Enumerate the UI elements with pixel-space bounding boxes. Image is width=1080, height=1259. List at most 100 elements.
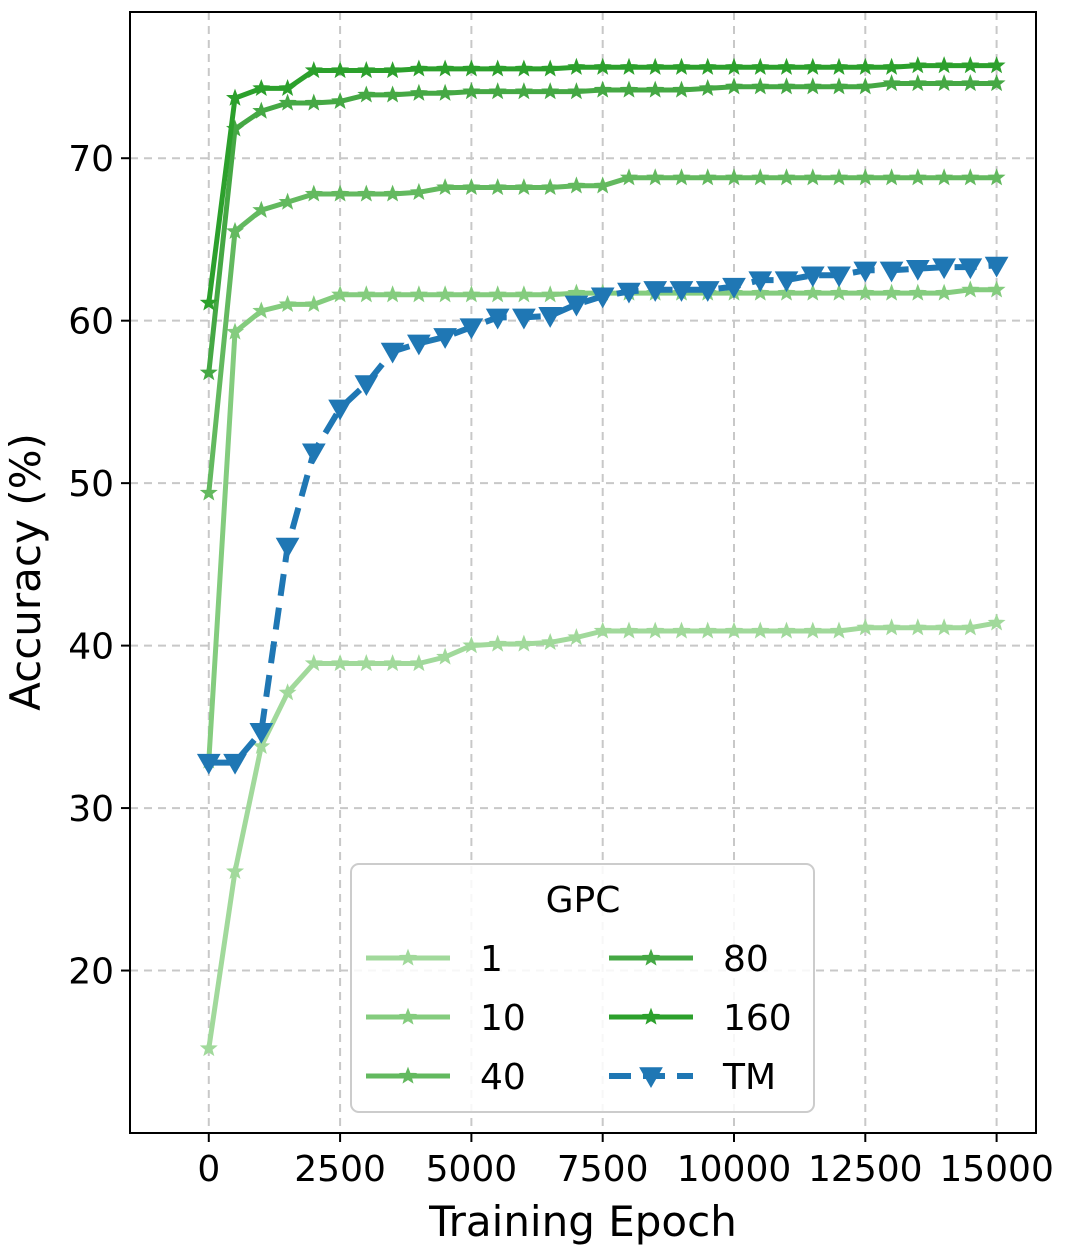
data-point-10 [436,285,455,303]
data-point-80 [383,85,402,103]
data-point-TM [879,261,904,283]
data-point-40 [725,168,743,186]
legend: GPC 1 10 40 80 160 TM [350,863,815,1113]
data-point-TM [905,259,930,281]
data-point-TM [958,258,983,280]
data-point-80 [488,82,507,100]
data-point-80 [436,83,455,101]
data-point-40 [331,184,350,202]
data-point-80 [462,82,481,100]
data-point-10 [304,294,323,313]
data-point-1 [409,654,428,672]
data-point-160 [593,57,612,75]
data-point-40 [646,168,665,186]
data-point-1 [357,654,376,672]
data-point-40 [882,168,901,186]
data-point-160 [409,59,428,77]
legend-item-40: 40 [366,1057,526,1098]
data-point-160 [987,56,1006,74]
x-tick-label: 15000 [939,1149,1054,1190]
data-point-TM [695,281,720,302]
legend-label-1: 1 [480,939,503,980]
y-axis-label: Accuracy (%) [1,433,50,711]
data-point-1 [593,621,612,639]
data-point-1 [961,618,980,636]
legend-item-TM: TM [609,1057,776,1098]
data-point-40 [672,168,691,186]
series-80 [199,74,1006,381]
data-point-160 [199,293,218,311]
data-point-40 [567,176,586,194]
data-point-10 [357,285,376,303]
data-point-10 [935,283,954,301]
data-point-TM [249,722,274,744]
x-tick-label: 0 [197,1149,220,1190]
legend-label-10: 10 [480,998,526,1039]
data-point-1 [488,634,507,652]
data-point-10 [541,285,560,303]
data-point-40 [908,168,927,186]
data-point-160 [252,79,271,96]
data-point-40 [304,184,323,202]
data-point-160 [646,57,665,75]
tick-layer: 0 2500 5000 7500 10000 12500 15000 20 30 40 50 60 70 [68,139,1054,1190]
data-point-80 [882,74,901,92]
data-point-80 [961,74,980,92]
data-point-10 [987,280,1006,298]
data-point-160 [383,61,402,79]
data-point-TM [407,334,431,356]
data-point-40 [278,192,297,210]
data-point-160 [278,78,297,96]
data-point-80 [672,80,691,98]
data-point-TM [984,256,1009,278]
y-tick-label: 40 [68,627,114,668]
data-point-TM [485,308,510,330]
data-point-40 [436,178,455,196]
data-point-1 [278,683,297,701]
data-point-80 [856,77,875,95]
data-point-TM [301,443,326,465]
data-point-10 [751,283,770,301]
data-point-160 [304,61,323,79]
y-tick-label: 60 [68,302,114,343]
data-point-160 [357,61,376,79]
series-40 [199,168,1006,501]
data-point-40 [593,176,612,194]
legend-item-80: 80 [609,939,769,980]
legend-label-TM: TM [722,1057,776,1098]
data-point-TM [932,258,956,280]
legend-label-40: 40 [480,1057,526,1098]
data-point-40 [619,168,638,186]
x-tick-label: 7500 [557,1149,649,1190]
x-tick-label: 5000 [426,1149,518,1190]
data-point-160 [935,56,954,74]
data-point-1 [199,1039,218,1057]
legend-marker-160 [642,1007,660,1025]
data-point-1 [935,618,954,636]
data-point-80 [619,80,638,98]
x-tick-label: 10000 [677,1149,792,1190]
data-point-40 [199,483,218,501]
data-point-160 [226,88,245,106]
y-tick-label: 20 [68,952,114,993]
data-point-1 [803,621,822,639]
data-point-TM [617,282,641,304]
data-point-1 [462,636,481,654]
data-point-160 [488,59,507,77]
data-point-1 [672,621,691,639]
data-point-1 [541,632,560,650]
data-point-160 [725,57,743,75]
legend-item-10: 10 [366,998,526,1039]
data-point-40 [751,168,770,186]
data-point-80 [199,363,218,381]
data-point-40 [252,200,271,218]
legend-item-160: 160 [609,998,792,1039]
data-point-80 [646,80,665,98]
data-point-TM [275,537,300,559]
data-point-80 [830,77,849,95]
data-point-160 [751,57,770,75]
series-TM [196,256,1009,775]
data-point-80 [541,82,560,100]
data-point-TM [459,318,484,340]
